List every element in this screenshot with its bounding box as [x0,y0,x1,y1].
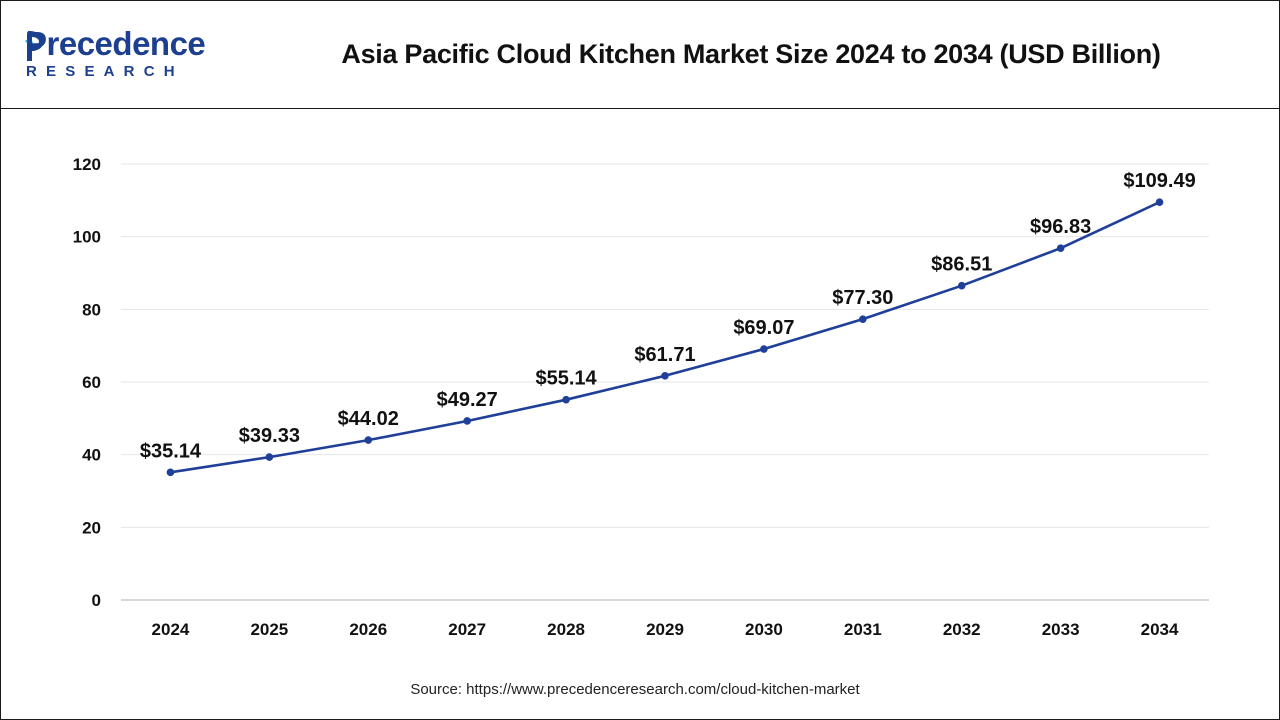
data-label: $61.71 [634,344,695,366]
y-tick-label: 0 [92,591,101,610]
y-tick-label: 60 [82,373,101,392]
x-tick-label: 2032 [943,620,981,639]
logo-leaf-icon [25,31,44,61]
data-point [760,345,768,353]
data-point [463,417,471,425]
x-tick-label: 2031 [844,620,882,639]
y-tick-label: 80 [82,300,101,319]
data-point [1155,198,1164,206]
data-label: $96.83 [1030,216,1091,238]
x-tick-label: 2029 [646,620,684,639]
data-label: $39.33 [239,425,300,447]
data-point [562,395,570,404]
x-tick-label: 2024 [152,620,190,639]
x-tick-label: 2026 [349,620,387,639]
data-label: $77.30 [832,287,893,309]
data-label: $44.02 [338,408,399,430]
x-tick-label: 2033 [1042,620,1080,639]
logo-wordmark: Precedence [25,25,206,62]
logo-subtext: RESEARCH [26,63,184,80]
data-point [1056,244,1065,252]
source-caption: Source: https://www.precedenceresearch.c… [410,681,860,698]
x-tick-label: 2027 [448,620,486,639]
data-label: $69.07 [733,317,794,339]
data-label: $55.14 [536,368,598,390]
data-label: $109.49 [1123,170,1195,192]
y-tick-label: 100 [73,228,101,247]
x-tick-label: 2025 [250,620,288,639]
data-label: $49.27 [437,389,498,411]
data-point [957,281,966,290]
x-tick-label: 2034 [1141,620,1179,639]
data-point [166,468,175,477]
data-label: $35.14 [140,440,202,462]
line-chart: 0 20 40 60 80 100 120 2024 2025 2026 2027 2028 2029 2… [73,155,1209,639]
chart-title: Asia Pacific Cloud Kitchen Market Size 2… [341,39,1161,69]
y-tick-label: 40 [82,446,101,465]
data-point [661,371,669,380]
brand-logo: Precedence RESEARCH [23,25,223,83]
y-tick-label: 20 [82,518,101,537]
data-point [364,436,373,444]
x-tick-label: 2028 [547,620,585,639]
data-label: $86.51 [931,254,992,276]
x-tick-label: 2030 [745,620,783,639]
y-tick-label: 120 [73,155,101,174]
header: Precedence RESEARCH Asia Pacific Cloud K… [1,1,1279,109]
data-point [859,315,867,323]
series-line [170,201,1161,474]
data-point [265,453,274,461]
